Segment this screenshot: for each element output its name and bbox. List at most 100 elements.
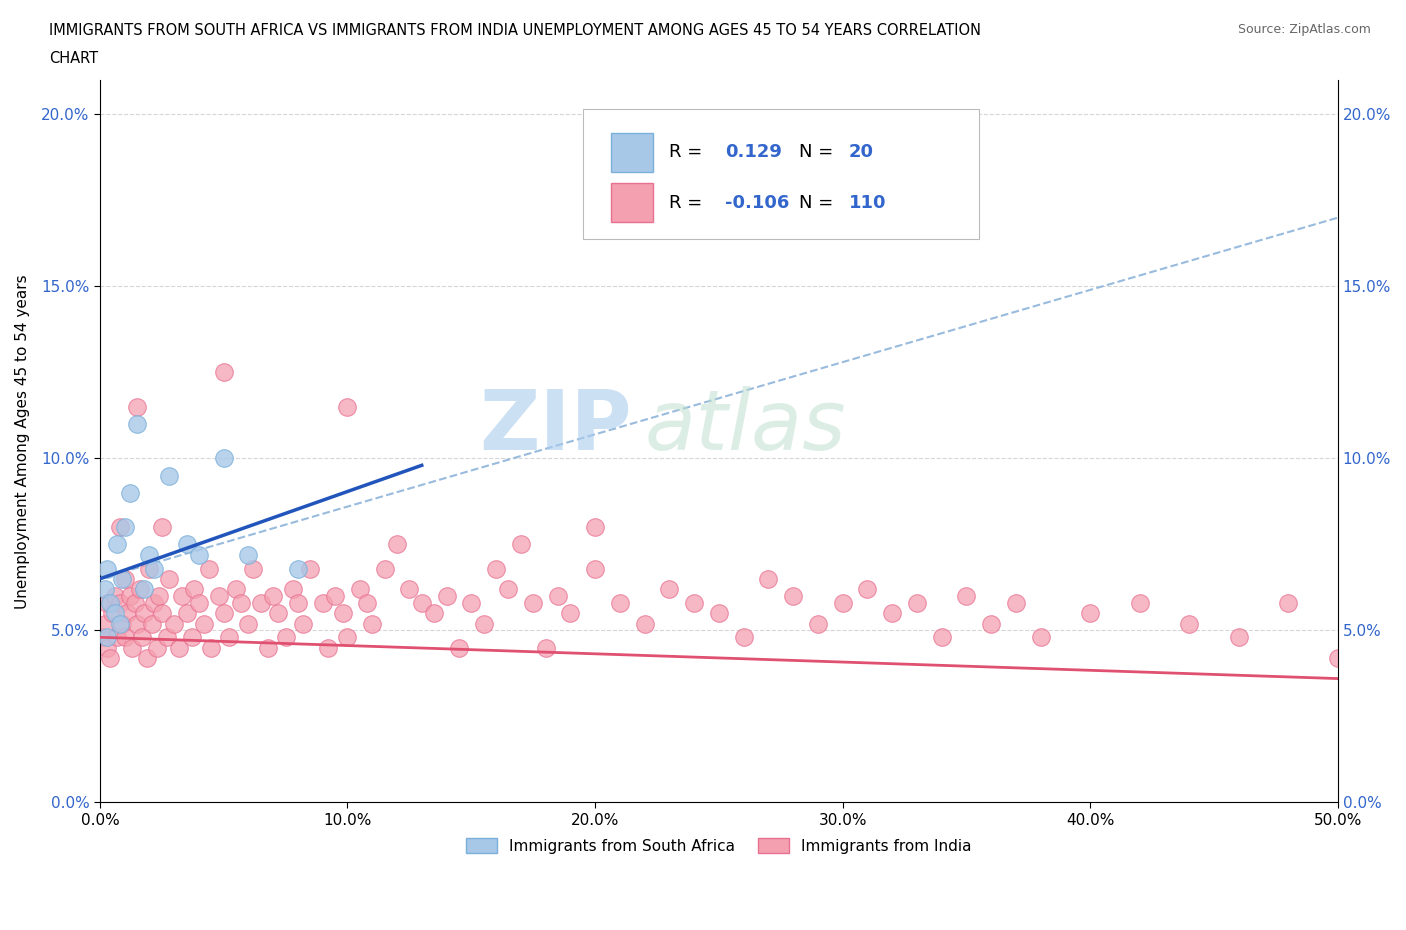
Point	[111, 571, 134, 586]
Point	[125, 616, 148, 631]
FancyBboxPatch shape	[612, 133, 654, 172]
Point	[291, 616, 314, 631]
Point	[176, 605, 198, 620]
Point	[299, 561, 322, 576]
Point	[118, 485, 141, 500]
Text: R =: R =	[669, 143, 709, 161]
Point	[94, 581, 117, 596]
Point	[856, 581, 879, 596]
Point	[287, 595, 309, 610]
Text: -0.106: -0.106	[725, 193, 789, 212]
Point	[323, 589, 346, 604]
Point	[312, 595, 335, 610]
Point	[931, 630, 953, 644]
Point	[658, 581, 681, 596]
Text: N =: N =	[799, 193, 839, 212]
Point	[94, 616, 117, 631]
Point	[108, 616, 131, 631]
Point	[114, 571, 136, 586]
Point	[1227, 630, 1250, 644]
Point	[756, 571, 779, 586]
Point	[250, 595, 273, 610]
Point	[707, 605, 730, 620]
Point	[336, 630, 359, 644]
Point	[212, 365, 235, 379]
Point	[125, 417, 148, 432]
Point	[882, 605, 904, 620]
Text: Source: ZipAtlas.com: Source: ZipAtlas.com	[1237, 23, 1371, 36]
Point	[176, 537, 198, 551]
Point	[128, 581, 150, 596]
Point	[131, 630, 153, 644]
Point	[332, 605, 354, 620]
Point	[398, 581, 420, 596]
Point	[183, 581, 205, 596]
Y-axis label: Unemployment Among Ages 45 to 54 years: Unemployment Among Ages 45 to 54 years	[15, 274, 30, 608]
Point	[349, 581, 371, 596]
Point	[547, 589, 569, 604]
Point	[267, 605, 290, 620]
Point	[316, 640, 339, 655]
Point	[423, 605, 446, 620]
Point	[218, 630, 240, 644]
Point	[150, 520, 173, 535]
FancyBboxPatch shape	[612, 183, 654, 222]
Point	[274, 630, 297, 644]
Text: N =: N =	[799, 143, 839, 161]
Point	[125, 399, 148, 414]
Point	[1029, 630, 1052, 644]
Point	[156, 630, 179, 644]
Point	[460, 595, 482, 610]
Point	[124, 595, 146, 610]
Point	[238, 616, 260, 631]
Point	[208, 589, 231, 604]
Point	[683, 595, 706, 610]
Point	[498, 581, 520, 596]
Point	[187, 548, 209, 563]
Point	[262, 589, 284, 604]
Point	[180, 630, 202, 644]
Point	[108, 520, 131, 535]
Point	[104, 589, 127, 604]
Text: R =: R =	[669, 193, 709, 212]
Text: IMMIGRANTS FROM SOUTH AFRICA VS IMMIGRANTS FROM INDIA UNEMPLOYMENT AMONG AGES 45: IMMIGRANTS FROM SOUTH AFRICA VS IMMIGRAN…	[49, 23, 981, 38]
Point	[955, 589, 977, 604]
Point	[238, 548, 260, 563]
Point	[522, 595, 544, 610]
Point	[485, 561, 508, 576]
Point	[105, 630, 128, 644]
Point	[374, 561, 396, 576]
Point	[157, 468, 180, 483]
Point	[281, 581, 304, 596]
Point	[436, 589, 458, 604]
Point	[105, 537, 128, 551]
Point	[138, 548, 160, 563]
Text: 0.129: 0.129	[725, 143, 782, 161]
Point	[167, 640, 190, 655]
Point	[287, 561, 309, 576]
Point	[98, 650, 121, 665]
Point	[96, 595, 118, 610]
Point	[114, 630, 136, 644]
Point	[212, 605, 235, 620]
Point	[193, 616, 215, 631]
Point	[1005, 595, 1028, 610]
Point	[583, 520, 606, 535]
Point	[157, 571, 180, 586]
Point	[633, 616, 655, 631]
Point	[1178, 616, 1201, 631]
Point	[1078, 605, 1101, 620]
Point	[163, 616, 186, 631]
Point	[146, 640, 169, 655]
Point	[101, 605, 124, 620]
Point	[229, 595, 252, 610]
Legend: Immigrants from South Africa, Immigrants from India: Immigrants from South Africa, Immigrants…	[460, 831, 977, 859]
Point	[187, 595, 209, 610]
Point	[143, 595, 166, 610]
Point	[115, 605, 138, 620]
Point	[225, 581, 247, 596]
Point	[356, 595, 378, 610]
Text: atlas: atlas	[644, 386, 846, 467]
Point	[385, 537, 408, 551]
Point	[807, 616, 830, 631]
